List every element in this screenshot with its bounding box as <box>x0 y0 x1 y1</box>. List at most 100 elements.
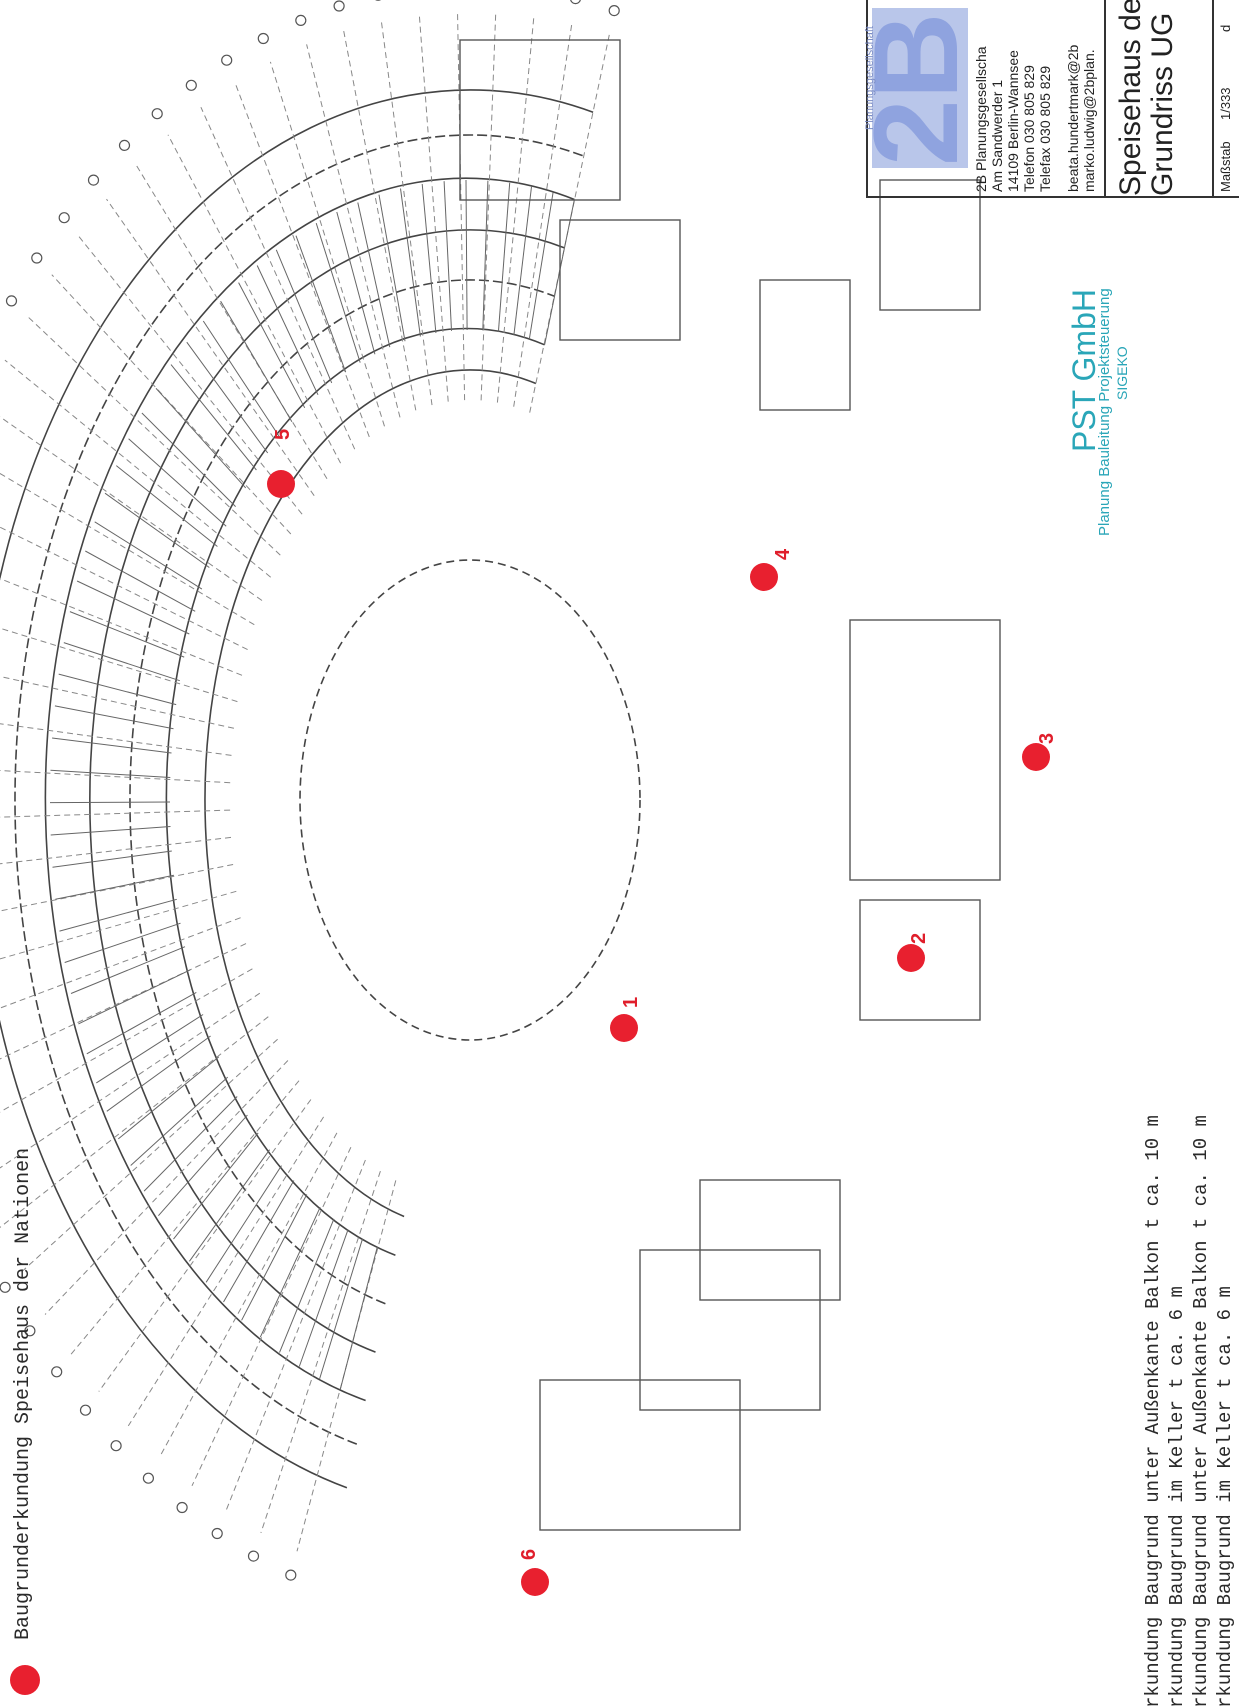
legend-item-4: rkundung Baugrund im Keller t ca. 6 m <box>1214 1286 1236 1708</box>
grid-axis-line <box>496 15 535 403</box>
room-partition <box>76 580 190 635</box>
grid-axis-line <box>70 1080 300 1355</box>
room-partition <box>298 1229 349 1367</box>
room-partition <box>63 642 180 682</box>
wing-block <box>559 219 681 341</box>
address-line-2: Am Sandwerder 1 <box>989 79 1005 192</box>
grid-axis-line <box>0 472 255 626</box>
grid-axis-bubble <box>333 0 345 12</box>
room-partition <box>205 1165 282 1283</box>
wing-block <box>859 899 981 1021</box>
grid-axis-bubble <box>58 212 70 224</box>
grid-axis-line <box>127 1116 325 1427</box>
grid-axis-bubble <box>185 79 197 91</box>
grid-axis-line <box>51 274 292 535</box>
scale-extra: d <box>1218 24 1233 32</box>
room-partition <box>155 387 247 489</box>
grid-axis-line <box>98 1099 312 1392</box>
room-partition <box>96 1014 204 1084</box>
room-partition <box>52 850 172 868</box>
grid-axis-line <box>0 675 235 729</box>
grid-axis-line <box>20 1038 278 1273</box>
room-partition <box>319 1238 363 1380</box>
room-partition <box>104 492 210 568</box>
room-partition <box>275 249 333 384</box>
room-partition <box>69 611 185 658</box>
boring-point-label-3: 3 <box>1036 732 1058 744</box>
grid-axis-line <box>0 864 234 912</box>
title-divider <box>1104 0 1106 196</box>
boring-point-4 <box>750 563 778 591</box>
wing-block <box>459 39 621 201</box>
room-partition <box>378 194 406 342</box>
grid-axis-bubble <box>221 54 233 66</box>
project-subtitle: Grundriss UG <box>1146 12 1179 196</box>
scale-divider <box>1212 0 1214 196</box>
grid-axis-bubble <box>51 1366 63 1378</box>
room-partition <box>465 179 468 331</box>
legend-item-3: rkundung Baugrund unter Außenkante Balko… <box>1190 1115 1212 1708</box>
grid-axis-line <box>26 315 281 556</box>
grid-axis-line <box>0 578 243 676</box>
room-partition <box>94 521 203 590</box>
grid-axis-bubble <box>79 1404 92 1416</box>
grid-axis-line <box>480 10 497 401</box>
room-partition <box>357 202 391 348</box>
boring-point-1 <box>610 1014 638 1042</box>
room-partition <box>141 412 236 507</box>
room-partition <box>339 1246 378 1390</box>
grid-axis-line <box>200 106 356 450</box>
grid-axis-line <box>269 61 385 427</box>
grid-axis-bubble <box>247 1550 260 1562</box>
room-partition <box>143 1096 238 1192</box>
boring-point-label-2: 2 <box>908 932 930 944</box>
pst-line-2: SIGEKO <box>1114 346 1130 400</box>
room-partition <box>58 673 177 706</box>
address-line-3: 14109 Berlin-Wannsee <box>1005 50 1021 192</box>
grid-axis-line <box>457 10 466 401</box>
room-partition <box>528 192 554 340</box>
legend-item-2: rkundung Baugrund im Keller t ca. 6 m <box>1166 1286 1188 1708</box>
grid-axis-line <box>4 359 272 578</box>
room-partition <box>482 180 489 331</box>
grid-axis-line <box>0 416 263 601</box>
building-ring-line <box>165 327 545 1256</box>
scale-value: 1/333 <box>1218 87 1233 120</box>
room-partition <box>52 737 172 754</box>
building-ring-line <box>44 177 575 1402</box>
grid-axis-bubble <box>142 1472 154 1484</box>
building-ring-line <box>0 89 594 1489</box>
boring-point-label-5: 5 <box>272 428 294 440</box>
boring-point-5 <box>267 470 295 498</box>
room-partition <box>50 826 171 836</box>
room-partition <box>85 550 196 612</box>
grid-axis-bubble <box>151 108 163 120</box>
room-partition <box>241 1194 308 1321</box>
pst-line-1: Planung Bauleitung Projektsteuerung <box>1096 288 1113 536</box>
grid-axis-line <box>0 890 237 960</box>
legend-title: Baugrunderkundung Speisehaus der Natione… <box>12 1147 35 1640</box>
boring-point-2 <box>897 944 925 972</box>
room-partition <box>128 438 227 527</box>
grid-axis-line <box>0 992 261 1169</box>
grid-axis-line <box>0 723 232 756</box>
courtyard-outline <box>299 559 641 1041</box>
address-line-1: 2B Planungsgesellscha <box>973 46 989 192</box>
room-partition <box>49 801 171 804</box>
wing-block <box>639 1249 821 1411</box>
grid-axis-bubble <box>110 1440 122 1452</box>
grid-axis-bubble <box>118 139 131 151</box>
grid-axis-line <box>0 627 238 703</box>
room-partition <box>295 235 347 373</box>
grid-axis-line <box>167 134 342 464</box>
wing-block <box>849 619 1001 881</box>
room-partition <box>117 1056 220 1140</box>
boring-point-label-1: 1 <box>620 996 642 1008</box>
address-line-5: Telefax 030 805 829 <box>1037 65 1053 192</box>
grid-axis-bubble <box>257 32 269 45</box>
building-ring-line <box>89 229 565 1353</box>
grid-axis-line <box>418 13 449 402</box>
room-partition <box>130 1076 229 1166</box>
boring-point-label-4: 4 <box>772 548 794 560</box>
